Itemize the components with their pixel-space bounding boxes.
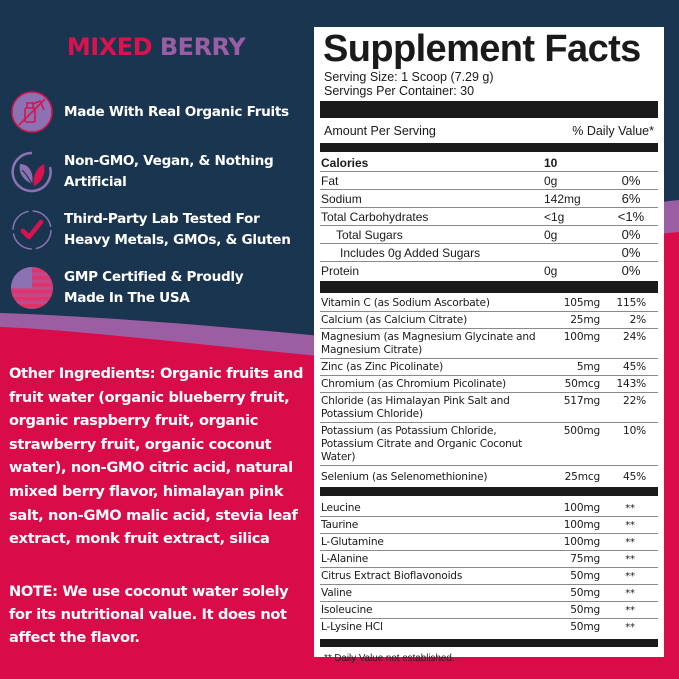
flavor-title: MIXED BERRY [0, 33, 312, 61]
micros-section: Vitamin C (as Sodium Ascorbate) 105mg 11… [320, 295, 658, 485]
table-row: Includes 0g Added Sugars 0% [320, 244, 658, 262]
organic-fruit-spray-icon [11, 91, 53, 133]
checkmark-icon [12, 210, 52, 250]
daily-value-header: % Daily Value* [572, 123, 654, 138]
feature-non-gmo: Non-GMO, Vegan, & Nothing Artificial [10, 150, 304, 194]
table-row: Total Carbohydrates <1g <1% [320, 208, 658, 226]
table-row: Calories 10 [320, 154, 658, 172]
feature-gmp-usa: GMP Certified & Proudly Made In The USA [10, 266, 264, 310]
divider-bar [320, 281, 658, 293]
table-row: Total Sugars 0g 0% [320, 226, 658, 244]
supplement-facts-label: Supplement Facts Serving Size: 1 Scoop (… [314, 27, 664, 664]
feature-organic-fruits: Made With Real Organic Fruits [10, 90, 289, 134]
feature-text: Third-Party Lab Tested For Heavy Metals,… [64, 211, 291, 248]
flavor-title-berry: BERRY [159, 33, 246, 61]
feature-text: Made With Real Organic Fruits [64, 103, 289, 120]
leaf-icon [11, 151, 52, 193]
serving-size: Serving Size: 1 Scoop (7.29 g) [324, 70, 494, 84]
table-row: L-Lysine HCl 50mg ** [321, 621, 635, 633]
footnote: ** Daily Value not established. [324, 653, 455, 664]
other-ingredients: Other Ingredients: Organic fruits and fr… [9, 365, 304, 548]
table-row: L-Alanine 75mg ** [320, 551, 658, 568]
table-row: Isoleucine 50mg ** [320, 602, 658, 619]
table-row: Vitamin C (as Sodium Ascorbate) 105mg 11… [320, 295, 658, 312]
us-flag-icon [11, 267, 53, 309]
label-title: Supplement Facts [323, 28, 641, 70]
macros-section: Calories 10 Fat 0g 0% Sodium 142mg 6% To… [320, 154, 658, 279]
aminos-section: Leucine 100mg ** Taurine 100mg ** L-Glut… [320, 500, 658, 635]
servings-per-container: Servings Per Container: 30 [324, 84, 475, 98]
table-row: Zinc (as Zinc Picolinate) 5mg 45% [320, 359, 658, 376]
table-row: Potassium (as Potassium Chloride, Potass… [320, 423, 658, 466]
feature-lab-tested: Third-Party Lab Tested For Heavy Metals,… [10, 208, 304, 252]
table-row: L-Glutamine 100mg ** [320, 534, 658, 551]
table-row: Fat 0g 0% [320, 172, 658, 190]
table-row: Taurine 100mg ** [320, 517, 658, 534]
amount-per-serving-header: Amount Per Serving % Daily Value* [320, 118, 658, 143]
left-panel: MIXED BERRY Made With Real Organic Fruit… [0, 0, 312, 679]
amount-per-serving: Amount Per Serving [324, 123, 436, 138]
feature-text: GMP Certified & Proudly Made In The USA [64, 269, 244, 306]
table-row: Valine 50mg ** [320, 585, 658, 602]
divider-bar [320, 143, 658, 152]
table-row: Selenium (as Selenomethionine) 25mcg 45% [321, 471, 646, 483]
divider-bar [320, 487, 658, 496]
table-row: Calcium (as Calcium Citrate) 25mg 2% [320, 312, 658, 329]
table-row: Citrus Extract Bioflavonoids 50mg ** [320, 568, 658, 585]
table-row: Sodium 142mg 6% [320, 190, 658, 208]
table-row: Leucine 100mg ** [320, 500, 658, 517]
divider-bar [320, 639, 658, 647]
table-row: Chromium (as Chromium Picolinate) 50mcg … [320, 376, 658, 393]
table-row: Magnesium (as Magnesium Glycinate and Ma… [320, 329, 658, 359]
feature-text: Non-GMO, Vegan, & Nothing Artificial [64, 153, 274, 190]
flavor-title-mixed: MIXED [66, 33, 153, 61]
divider-bar [320, 101, 658, 118]
coconut-water-note: NOTE: We use coconut water solely for it… [9, 583, 289, 646]
table-row: Chloride (as Himalayan Pink Salt and Pot… [320, 393, 658, 423]
table-row: Protein 0g 0% [321, 263, 641, 279]
